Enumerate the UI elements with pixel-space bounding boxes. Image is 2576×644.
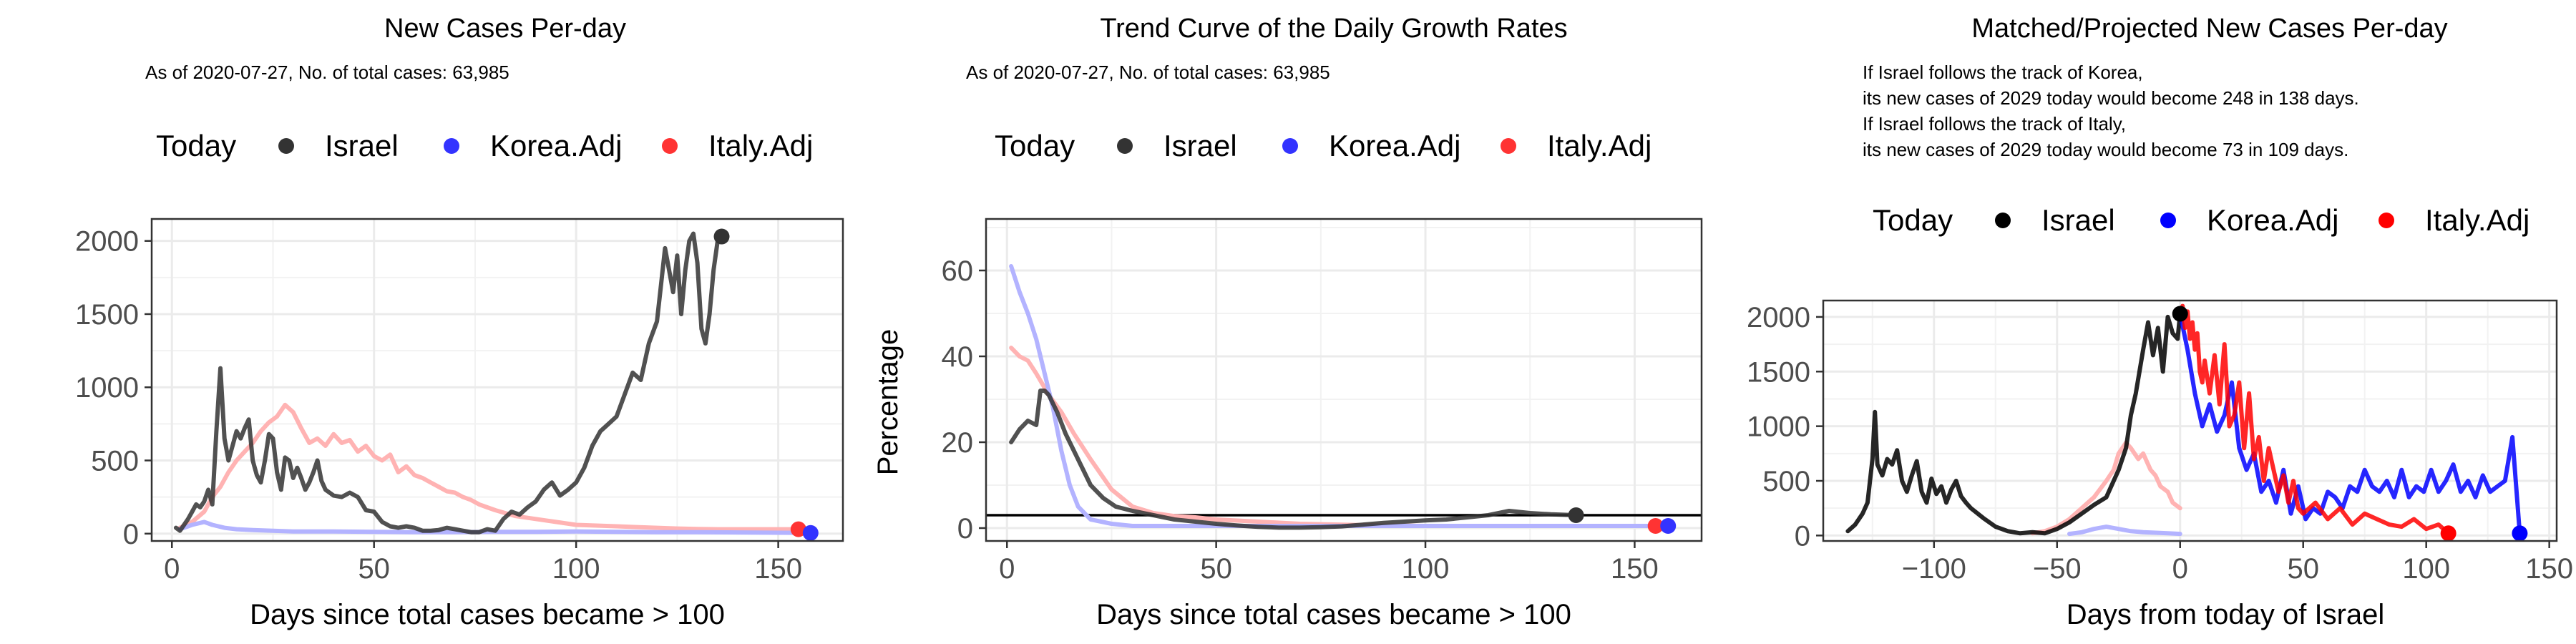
x-tick-label: 50 <box>358 553 390 585</box>
x-tick-label: −100 <box>1902 553 1966 585</box>
legend-key-korea <box>1282 138 1298 154</box>
legend-title: Today <box>156 129 236 162</box>
x-tick-label: 100 <box>552 553 600 585</box>
y-tick-label: 2000 <box>75 226 139 258</box>
legend-label-korea: Korea.Adj <box>1329 129 1460 162</box>
endpoint-marker-italy <box>790 521 806 537</box>
y-tick-label: 1000 <box>1747 411 1810 443</box>
endpoint-marker-israel <box>713 228 730 245</box>
y-axis-label: Percentage <box>872 329 904 476</box>
legend-key-italy <box>1501 138 1516 154</box>
series-line-korea-faded <box>1009 264 1671 528</box>
y-tick-label: 0 <box>123 519 139 550</box>
y-tick-label: 500 <box>1762 466 1810 497</box>
legend-key-korea <box>444 138 459 154</box>
endpoint-marker-korea <box>1660 518 1677 534</box>
x-tick-label: 100 <box>1402 553 1450 585</box>
legend-title: Today <box>1873 203 1953 237</box>
y-tick-label: 20 <box>942 427 974 459</box>
legend-key-italy <box>662 138 678 154</box>
x-tick-label: 0 <box>2172 553 2188 585</box>
endpoint-marker-italy <box>2440 525 2457 542</box>
legend-label-korea: Korea.Adj <box>2207 203 2338 237</box>
series-line-israel <box>1009 389 1579 530</box>
x-axis-label: Days since total cases became > 100 <box>1096 599 1571 630</box>
chart-matched-projected-new-cases: Matched/Projected New Cases Per-day If I… <box>1747 14 2573 630</box>
chart-subtitle: As of 2020-07-27, No. of total cases: 63… <box>145 62 509 83</box>
chart-new-cases-per-day: New Cases Per-day As of 2020-07-27, No. … <box>75 14 844 630</box>
series-line-italy-faded <box>177 402 801 532</box>
legend-label-korea: Korea.Adj <box>490 129 622 162</box>
legend-key-israel <box>278 138 294 154</box>
x-tick-label: 150 <box>1611 553 1659 585</box>
chart-title: Trend Curve of the Daily Growth Rates <box>1100 14 1567 44</box>
legend-key-korea <box>2160 213 2176 228</box>
series-line-italy <box>2177 303 2451 536</box>
plot-border <box>150 218 844 542</box>
legend-label-italy: Italy.Adj <box>2425 203 2529 237</box>
legend-key-israel <box>1995 213 2011 228</box>
x-tick-label: 100 <box>2402 553 2450 585</box>
chart-subtitle-line: its new cases of 2029 today would become… <box>1863 87 2359 109</box>
chart-title: Matched/Projected New Cases Per-day <box>1971 14 2447 44</box>
legend-label-italy: Italy.Adj <box>708 129 813 162</box>
legend-key-italy <box>2379 213 2394 228</box>
x-axis-label: Days from today of Israel <box>2067 599 2385 630</box>
series-line-korea-faded <box>177 519 813 535</box>
endpoint-marker-italy <box>1647 518 1664 534</box>
chart-subtitle: As of 2020-07-27, No. of total cases: 63… <box>966 62 1330 83</box>
series-line-korea-faded <box>2067 525 2182 537</box>
legend-title: Today <box>995 129 1075 162</box>
chart-subtitle-line: its new cases of 2029 today would become… <box>1863 139 2348 160</box>
legend-label-israel: Israel <box>325 129 399 162</box>
legend: Today Israel Korea.Adj Italy.Adj <box>995 129 1652 162</box>
x-tick-label: 50 <box>2287 553 2319 585</box>
x-tick-label: 150 <box>2525 553 2573 585</box>
y-tick-label: 1500 <box>75 299 139 331</box>
x-tick-label: −50 <box>2033 553 2082 585</box>
x-tick-label: 150 <box>754 553 802 585</box>
plot-border <box>985 218 1703 542</box>
chart-subtitle-line: If Israel follows the track of Korea, <box>1863 62 2143 83</box>
y-tick-label: 0 <box>957 513 973 545</box>
plot-panel <box>986 219 1702 541</box>
series-line-korea <box>2177 311 2522 536</box>
plot-border <box>1822 299 2558 542</box>
legend-label-italy: Italy.Adj <box>1547 129 1652 162</box>
endpoint-marker-israel <box>1568 507 1584 523</box>
endpoint-marker-korea <box>2512 525 2528 542</box>
legend-label-israel: Israel <box>2041 203 2115 237</box>
endpoint-marker-korea <box>802 525 819 541</box>
legend-label-israel: Israel <box>1163 129 1237 162</box>
series-line-israel <box>173 231 724 535</box>
x-tick-label: 50 <box>1200 553 1232 585</box>
x-axis-label: Days since total cases became > 100 <box>250 599 725 630</box>
y-tick-label: 0 <box>1795 520 1810 552</box>
legend: Today Israel Korea.Adj Italy.Adj <box>1873 203 2529 237</box>
legend: Today Israel Korea.Adj Italy.Adj <box>156 129 813 162</box>
y-tick-label: 1000 <box>75 372 139 404</box>
chart-title: New Cases Per-day <box>384 14 626 44</box>
y-tick-label: 40 <box>942 341 974 373</box>
chart-subtitle-line: If Israel follows the track of Italy, <box>1863 113 2126 135</box>
legend-key-israel <box>1117 138 1133 154</box>
endpoint-marker-israel <box>2172 306 2188 322</box>
y-tick-label: 2000 <box>1747 302 1810 333</box>
y-tick-label: 500 <box>91 446 139 477</box>
y-tick-label: 1500 <box>1747 356 1810 388</box>
x-tick-label: 0 <box>999 553 1015 585</box>
plot-panel <box>152 219 843 541</box>
y-tick-label: 60 <box>942 255 974 287</box>
series-line-israel <box>1845 311 2182 536</box>
x-tick-label: 0 <box>164 553 180 585</box>
chart-trend-curve-daily-growth-rates: Trend Curve of the Daily Growth Rates As… <box>872 14 1703 630</box>
